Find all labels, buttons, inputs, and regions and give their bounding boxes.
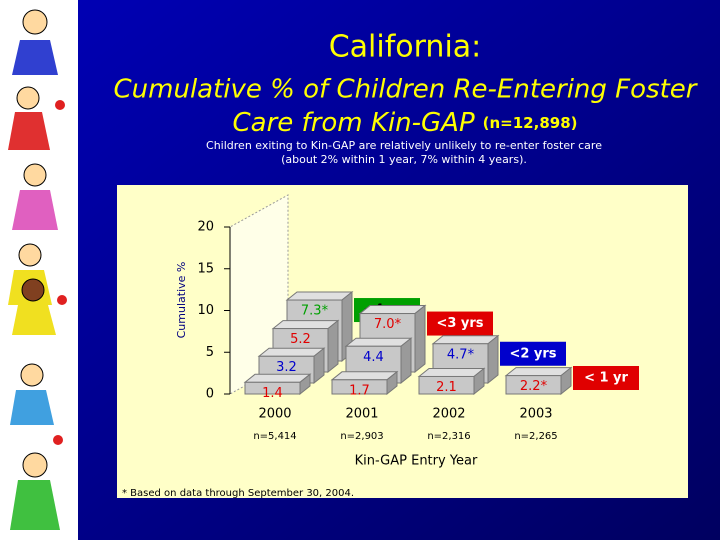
data-label: 1.7 [349,383,370,398]
data-label: 2.1 [436,380,457,395]
bar-side [487,334,499,385]
x-axis-label: Kin-GAP Entry Year [355,454,478,469]
slide-title: California: [329,30,482,65]
y-tick-label: 10 [197,303,214,318]
bar-top [417,367,486,377]
x-tick-label: 2001 [345,407,378,422]
subtitle: Children exiting to Kin-GAP are relative… [206,139,602,152]
data-label: 1.4 [262,386,283,401]
data-label: 4.4 [363,350,384,365]
legend-swatch [500,341,566,366]
heading: Cumulative % of Children Re-Entering Fos… [114,75,699,105]
data-label: 3.2 [276,360,297,375]
data-label: 4.7* [447,347,475,362]
heading: Care from Kin-GAP (n=12,898) [233,108,578,138]
y-tick-label: 20 [197,220,214,235]
x-tick-label: 2002 [432,407,465,422]
data-label: 7.3* [301,304,329,319]
legend-swatch [573,366,639,390]
footnote: * Based on data through September 30, 20… [122,488,354,499]
legend-swatch [427,311,493,336]
bar-side [414,304,426,374]
y-axis-label: Cumulative % [175,262,188,339]
heading-n: (n=12,898) [483,114,578,132]
bar-top [285,291,354,301]
bar-side [400,337,412,385]
category-note: n=2,903 [340,431,383,442]
bar-top [257,347,326,357]
legend-label: <2 yrs [509,346,556,361]
category-note: n=5,414 [253,431,296,442]
bar-top [504,367,573,377]
y-tick-label: 5 [206,345,214,360]
bar-top [358,305,427,315]
bar [331,379,388,395]
x-tick-label: 2000 [258,407,291,422]
y-tick-label: 15 [197,261,214,276]
bar-top [431,335,500,345]
category-note: n=2,265 [514,431,557,442]
legend-label: < 1 yr [584,371,628,386]
bar-top [271,320,340,330]
plot: 0 5 10 15 20 2000 n=5,414 2001 n=2,903 2002 n=2,31… [197,220,639,442]
data-label: 7.0* [374,317,402,332]
data-label: 2.2* [520,379,548,394]
bar [418,375,475,395]
kids-decoration [8,9,67,530]
heading-line: Care from Kin-GAP [233,108,475,138]
subtitle: (about 2% within 1 year, 7% within 4 yea… [281,153,527,166]
category-note: n=2,316 [427,431,470,442]
bar [244,381,301,395]
bar-top [344,337,413,347]
bar-side [327,319,339,374]
bar [505,375,562,395]
legend-label: <3 yrs [436,316,483,331]
bar-top [330,371,399,381]
x-tick-label: 2003 [519,407,552,422]
data-label: 5.2 [290,332,311,347]
bar-top [243,373,312,383]
y-tick-label: 0 [206,387,214,402]
